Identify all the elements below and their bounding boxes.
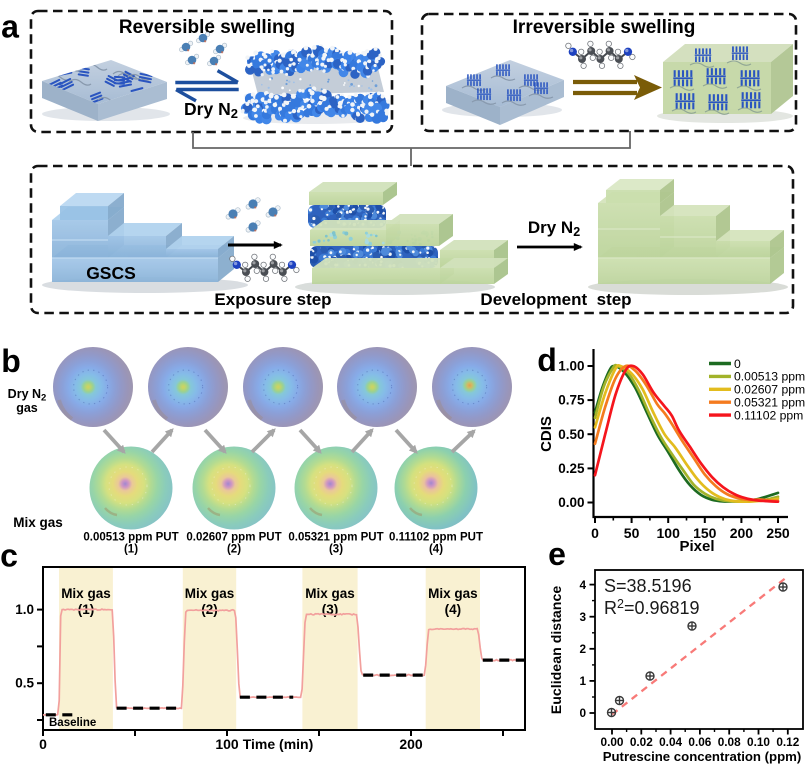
svg-text:0.06: 0.06 bbox=[688, 735, 711, 749]
svg-text:0: 0 bbox=[591, 525, 599, 541]
svg-text:0: 0 bbox=[39, 736, 47, 752]
svg-text:d: d bbox=[537, 342, 557, 378]
svg-text:4: 4 bbox=[579, 578, 586, 592]
svg-text:0.04: 0.04 bbox=[659, 735, 682, 749]
svg-text:0.5: 0.5 bbox=[15, 676, 34, 691]
svg-text:0.02607 ppm PUT: 0.02607 ppm PUT bbox=[186, 532, 281, 544]
svg-text:gas: gas bbox=[16, 401, 38, 415]
svg-text:Mix gas: Mix gas bbox=[428, 586, 478, 601]
svg-text:0.00: 0.00 bbox=[558, 495, 584, 510]
svg-text:0.08: 0.08 bbox=[718, 735, 741, 749]
svg-text:Putrescine concentration (ppm): Putrescine concentration (ppm) bbox=[603, 749, 802, 764]
svg-text:0.00: 0.00 bbox=[601, 735, 624, 749]
svg-text:0.12: 0.12 bbox=[776, 735, 799, 749]
svg-text:200: 200 bbox=[399, 736, 423, 752]
svg-text:100: 100 bbox=[657, 525, 681, 541]
svg-text:Mix gas: Mix gas bbox=[185, 586, 235, 601]
svg-text:(4): (4) bbox=[445, 602, 462, 617]
svg-text:3: 3 bbox=[579, 610, 586, 624]
svg-text:Mix gas: Mix gas bbox=[13, 515, 63, 530]
svg-text:0.11102 ppm PUT: 0.11102 ppm PUT bbox=[389, 532, 483, 544]
svg-text:100: 100 bbox=[215, 736, 239, 752]
svg-text:Reversible swelling: Reversible swelling bbox=[119, 17, 295, 38]
svg-text:R2=0.96819: R2=0.96819 bbox=[604, 597, 700, 618]
svg-text:0.05321 ppm PUT: 0.05321 ppm PUT bbox=[288, 532, 383, 544]
svg-text:Dry N2: Dry N2 bbox=[8, 387, 47, 404]
svg-text:0.10: 0.10 bbox=[747, 735, 770, 749]
svg-text:(3): (3) bbox=[329, 544, 343, 556]
svg-text:Development step: Development step bbox=[480, 290, 631, 309]
svg-text:50: 50 bbox=[624, 525, 640, 541]
svg-text:0.75: 0.75 bbox=[558, 393, 585, 408]
svg-text:CDIS: CDIS bbox=[538, 416, 555, 452]
svg-text:S=38.5196: S=38.5196 bbox=[604, 576, 692, 596]
svg-text:e: e bbox=[548, 536, 566, 572]
svg-text:Euclidean distance: Euclidean distance bbox=[549, 586, 565, 715]
svg-text:(1): (1) bbox=[124, 544, 138, 556]
svg-text:0.25: 0.25 bbox=[558, 461, 585, 476]
svg-text:(4): (4) bbox=[429, 544, 443, 556]
svg-text:250: 250 bbox=[766, 525, 790, 541]
svg-text:0.02607 ppm: 0.02607 ppm bbox=[734, 383, 805, 397]
svg-text:0: 0 bbox=[579, 706, 586, 720]
svg-text:1: 1 bbox=[579, 674, 586, 688]
svg-text:200: 200 bbox=[730, 525, 754, 541]
svg-text:Dry N2: Dry N2 bbox=[184, 99, 238, 121]
svg-text:Pixel: Pixel bbox=[679, 538, 714, 555]
svg-text:Time (min): Time (min) bbox=[243, 736, 314, 752]
svg-text:2: 2 bbox=[579, 642, 586, 656]
svg-text:(2): (2) bbox=[227, 544, 241, 556]
svg-text:0.50: 0.50 bbox=[558, 427, 584, 442]
svg-text:0.11102 ppm: 0.11102 ppm bbox=[734, 408, 803, 422]
svg-text:Exposure step: Exposure step bbox=[214, 290, 331, 309]
svg-text:b: b bbox=[1, 343, 21, 379]
svg-text:1.0: 1.0 bbox=[15, 602, 34, 617]
svg-text:Mix gas: Mix gas bbox=[61, 586, 111, 601]
svg-text:0.02: 0.02 bbox=[630, 735, 653, 749]
svg-text:(2): (2) bbox=[201, 602, 218, 617]
svg-text:c: c bbox=[0, 538, 18, 574]
svg-text:0.00513 ppm: 0.00513 ppm bbox=[734, 370, 805, 384]
svg-text:GSCS: GSCS bbox=[86, 263, 136, 283]
svg-text:0.00513 ppm PUT: 0.00513 ppm PUT bbox=[83, 532, 178, 544]
svg-text:150: 150 bbox=[693, 525, 717, 541]
svg-text:Baseline: Baseline bbox=[49, 717, 96, 729]
svg-text:a: a bbox=[1, 9, 19, 45]
svg-text:Dry N2: Dry N2 bbox=[528, 218, 580, 239]
svg-text:0: 0 bbox=[734, 357, 741, 371]
svg-text:1.00: 1.00 bbox=[558, 359, 584, 374]
svg-text:0.05321 ppm: 0.05321 ppm bbox=[734, 396, 805, 410]
svg-text:Irreversible swelling: Irreversible swelling bbox=[513, 17, 696, 38]
svg-text:Mix gas: Mix gas bbox=[305, 586, 355, 601]
